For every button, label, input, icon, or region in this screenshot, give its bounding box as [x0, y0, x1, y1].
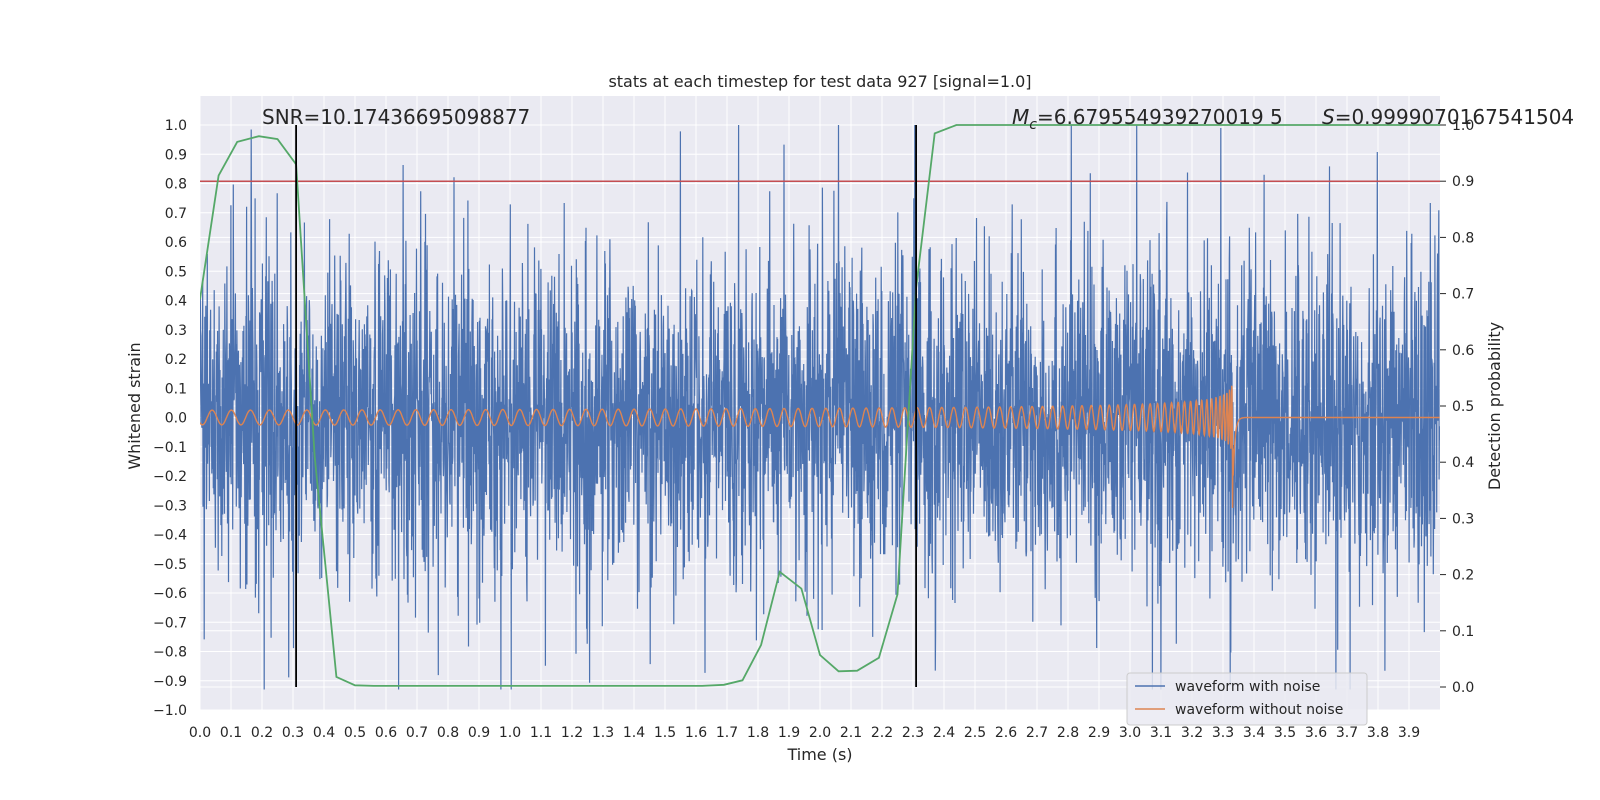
x-tick-label: 1.3	[592, 725, 614, 741]
y-tick-label: 0.9	[165, 147, 187, 163]
x-tick-label: 2.2	[871, 725, 893, 741]
y2-tick-label: 0.6	[1452, 343, 1474, 359]
y2-tick-label: 0.1	[1452, 624, 1474, 640]
y2-tick-label: 0.2	[1452, 568, 1474, 584]
y-axis-ticks: −1.0 −0.9 −0.8 −0.7 −0.6 −0.5 −0.4 −0.3 −0.2 −0.1…	[153, 118, 187, 719]
y2-tick-label: 1.0	[1452, 118, 1474, 134]
x-tick-label: 3.5	[1274, 725, 1296, 741]
y-tick-label: −0.1	[153, 440, 187, 456]
y-tick-label: −0.4	[153, 528, 187, 544]
x-tick-label: 3.7	[1336, 725, 1358, 741]
y-tick-label: −0.2	[153, 469, 187, 485]
mc-annotation: Mc=6.679554939270019 5	[1012, 105, 1283, 133]
x-tick-label: 2.3	[902, 725, 924, 741]
legend-label-clean: waveform without noise	[1175, 702, 1343, 718]
x-tick-label: 3.2	[1181, 725, 1203, 741]
s-value: =0.9999070167541504	[1335, 105, 1574, 129]
x-tick-label: 0.6	[375, 725, 397, 741]
mc-value: =6.679554939270019 5	[1037, 105, 1283, 129]
x-tick-label: 1.7	[716, 725, 738, 741]
snr-annotation: SNR=10.17436695098877	[262, 105, 530, 129]
y-tick-label: −0.3	[153, 498, 187, 514]
y2-tick-label: 0.4	[1452, 455, 1474, 471]
x-axis-ticks: 0.0 0.1 0.2 0.3 0.4 0.5 0.6 0.7 0.8 0.9 1.0 1.1 1.2 1…	[189, 725, 1420, 741]
x-tick-label: 0.1	[220, 725, 242, 741]
mc-subscript: c	[1029, 117, 1037, 133]
x-axis-label: Time (s)	[786, 745, 852, 764]
x-tick-label: 0.4	[313, 725, 335, 741]
legend-box	[1126, 672, 1368, 726]
x-tick-label: 1.6	[685, 725, 707, 741]
y2-tick-label: 0.9	[1452, 174, 1474, 190]
x-tick-label: 2.5	[964, 725, 986, 741]
x-tick-label: 3.4	[1243, 725, 1265, 741]
x-tick-label: 1.5	[654, 725, 676, 741]
s-annotation: S=0.9999070167541504	[1322, 105, 1574, 129]
y2-tick-label: 0.0	[1452, 680, 1474, 696]
y-tick-label: −0.7	[153, 615, 187, 631]
y-tick-label: 0.5	[165, 264, 187, 280]
x-tick-label: 2.4	[933, 725, 955, 741]
x-tick-label: 2.7	[1026, 725, 1048, 741]
y2-tick-label: 0.8	[1452, 230, 1474, 246]
y2-axis-label: Detection probability	[1485, 322, 1504, 490]
y-tick-label: 0.1	[165, 381, 187, 397]
x-tick-label: 1.0	[499, 725, 521, 741]
y2-tick-label: 0.5	[1452, 399, 1474, 415]
x-tick-label: 0.5	[344, 725, 366, 741]
y2-tick-label: 0.3	[1452, 511, 1474, 527]
y-tick-label: −0.9	[153, 674, 187, 690]
x-tick-label: 1.2	[561, 725, 583, 741]
x-tick-label: 3.9	[1398, 725, 1420, 741]
x-tick-label: 0.2	[251, 725, 273, 741]
x-tick-label: 3.8	[1367, 725, 1389, 741]
x-tick-label: 1.1	[530, 725, 552, 741]
y-axis-label: Whitened strain	[125, 342, 144, 469]
s-symbol: S	[1322, 105, 1335, 129]
legend: waveform with noise waveform without noi…	[1126, 672, 1368, 726]
y-tick-label: −0.8	[153, 645, 187, 661]
y-tick-label: 0.2	[165, 352, 187, 368]
x-tick-label: 2.9	[1088, 725, 1110, 741]
y-tick-label: −0.6	[153, 586, 187, 602]
x-tick-label: 1.4	[623, 725, 645, 741]
x-tick-label: 3.3	[1212, 725, 1234, 741]
y-tick-label: −1.0	[153, 703, 187, 719]
y-tick-label: 0.4	[165, 294, 187, 310]
x-tick-label: 0.8	[437, 725, 459, 741]
x-tick-label: 1.8	[747, 725, 769, 741]
legend-label-noisy: waveform with noise	[1175, 679, 1320, 695]
x-tick-label: 0.3	[282, 725, 304, 741]
mc-symbol: M	[1012, 105, 1029, 129]
y-tick-label: 0.0	[165, 411, 187, 427]
y-tick-label: 0.7	[165, 206, 187, 222]
y-tick-label: 0.6	[165, 235, 187, 251]
x-tick-label: 2.1	[840, 725, 862, 741]
x-tick-label: 0.9	[468, 725, 490, 741]
chart-title: stats at each timestep for test data 927…	[608, 72, 1031, 91]
x-tick-label: 0.7	[406, 725, 428, 741]
y-tick-label: 1.0	[165, 118, 187, 134]
series-detection-probability	[200, 124, 1440, 687]
series-waveform-without-noise	[200, 385, 1440, 508]
y2-tick-label: 0.7	[1452, 287, 1474, 303]
x-tick-label: 2.8	[1057, 725, 1079, 741]
x-tick-label: 0.0	[189, 725, 211, 741]
y-tick-label: 0.8	[165, 177, 187, 193]
x-tick-label: 3.0	[1119, 725, 1141, 741]
x-tick-label: 1.9	[778, 725, 800, 741]
x-tick-label: 3.1	[1150, 725, 1172, 741]
y-tick-label: −0.5	[153, 557, 187, 573]
x-tick-label: 3.6	[1305, 725, 1327, 741]
x-tick-label: 2.0	[809, 725, 831, 741]
vertical-markers	[295, 125, 917, 687]
y-tick-label: 0.3	[165, 323, 187, 339]
y2-axis-ticks: 0.0 0.1 0.2 0.3 0.4 0.5 0.6 0.7 0.8 0.9 1.0	[1440, 118, 1474, 696]
x-tick-label: 2.6	[995, 725, 1017, 741]
